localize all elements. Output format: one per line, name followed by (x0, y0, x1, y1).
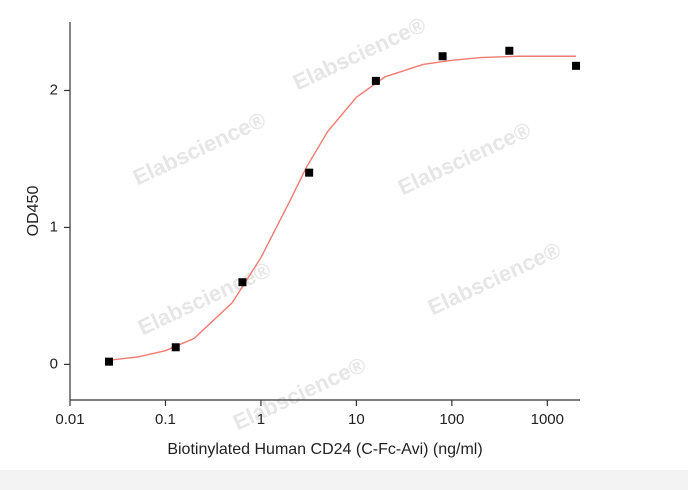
y-tick-label: 1 (50, 218, 58, 235)
watermark: Elabscience® (424, 237, 565, 320)
data-point (104, 357, 113, 366)
data-point (505, 46, 514, 55)
data-point (438, 52, 447, 61)
x-tick-label: 0.1 (155, 411, 176, 428)
x-tick-label: 0.01 (55, 411, 84, 428)
watermark: Elabscience® (129, 107, 270, 190)
y-tick-label: 0 (50, 355, 58, 372)
data-point (305, 168, 314, 177)
x-tick-label: 1000 (531, 411, 564, 428)
watermark: Elabscience® (394, 117, 535, 200)
watermark: Elabscience® (289, 12, 430, 95)
x-axis-title: Biotinylated Human CD24 (C-Fc-Avi) (ng/m… (167, 441, 482, 458)
x-tick-label: 1 (257, 411, 265, 428)
data-point (238, 278, 247, 287)
data-point (371, 76, 380, 85)
y-axis-title: OD450 (25, 186, 42, 237)
fit-curve (108, 55, 577, 361)
watermarks: Elabscience®Elabscience®Elabscience®Elab… (129, 12, 565, 435)
x-tick-label: 100 (439, 411, 464, 428)
data-point (572, 61, 581, 70)
data-point (171, 343, 180, 352)
x-tick-label: 10 (348, 411, 365, 428)
y-tick-label: 2 (50, 81, 58, 98)
footer-band (0, 470, 688, 490)
